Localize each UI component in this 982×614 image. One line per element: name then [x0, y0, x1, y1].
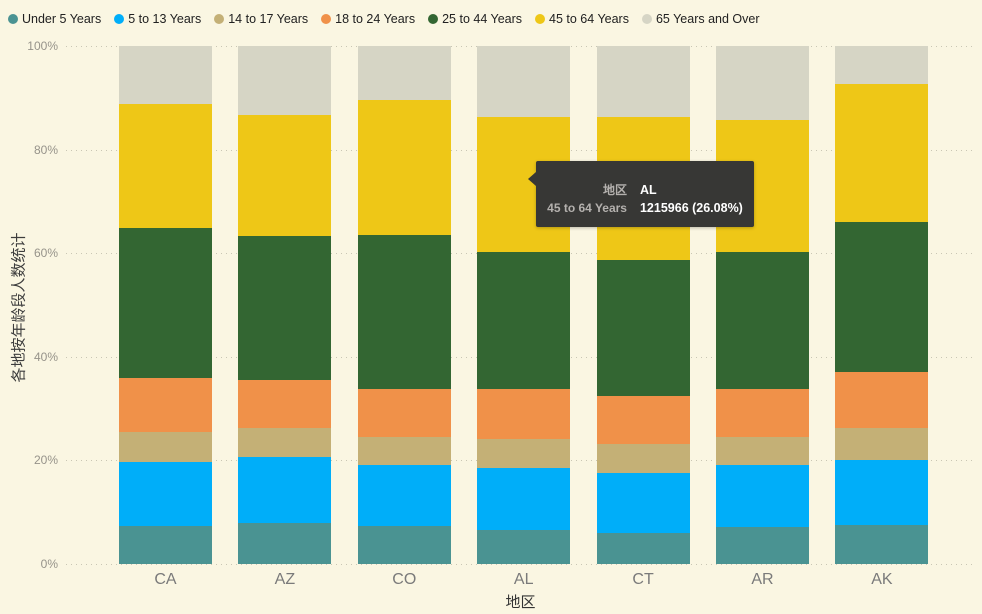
- tooltip-arrow-icon: [528, 172, 536, 186]
- legend: Under 5 Years 5 to 13 Years 14 to 17 Years…: [8, 9, 760, 29]
- bar-segment[interactable]: [238, 114, 332, 237]
- bar-segment[interactable]: [238, 379, 332, 428]
- bar-segment[interactable]: [119, 46, 212, 104]
- legend-item[interactable]: 25 to 44 Years: [428, 12, 522, 26]
- legend-dot-icon: [641, 14, 652, 24]
- bar-segment[interactable]: [596, 532, 690, 564]
- legend-dot-icon: [8, 14, 18, 24]
- y-tick-label: 20%: [33, 453, 58, 468]
- legend-item-label: 14 to 17 Years: [228, 12, 309, 26]
- legend-item[interactable]: 5 to 13 Years: [114, 12, 201, 26]
- bar-segment[interactable]: [477, 252, 571, 390]
- x-axis-label-ca: CA: [154, 571, 177, 588]
- bar-segment[interactable]: [835, 46, 929, 84]
- legend-item-label: 45 to 64 Years: [549, 12, 629, 26]
- bar-segment[interactable]: [716, 388, 809, 437]
- bar-segment[interactable]: [357, 526, 451, 564]
- bar-segment[interactable]: [477, 46, 571, 118]
- y-tick-label: 80%: [33, 142, 58, 157]
- bar-segment[interactable]: [477, 529, 571, 564]
- x-axis-title: 地区: [505, 594, 536, 611]
- tooltip-value: AL: [639, 183, 657, 197]
- legend-item[interactable]: 14 to 17 Years: [214, 12, 308, 26]
- bar-ca[interactable]: [119, 46, 212, 564]
- legend-item[interactable]: 18 to 24 Years: [321, 12, 415, 26]
- tooltip-label: 45 to 64 Years: [547, 201, 627, 215]
- bar-segment[interactable]: [835, 83, 929, 223]
- bar-al[interactable]: [477, 46, 571, 564]
- bar-ct[interactable]: [596, 46, 690, 564]
- bar-segment[interactable]: [238, 427, 332, 457]
- bar-ak[interactable]: [835, 46, 929, 564]
- tooltip-value: 1215966 (26.08%): [639, 201, 743, 215]
- bar-segment[interactable]: [357, 388, 451, 438]
- y-tick-label: 100%: [27, 39, 58, 53]
- bar-segment[interactable]: [119, 377, 212, 433]
- bar-ar[interactable]: [716, 46, 809, 564]
- bar-segment[interactable]: [477, 389, 571, 440]
- bar-segment[interactable]: [716, 436, 809, 466]
- bar-segment[interactable]: [119, 104, 212, 229]
- bar-co[interactable]: [357, 46, 451, 564]
- legend-dot-icon: [114, 14, 125, 24]
- x-axis-label-ak: AK: [871, 571, 893, 588]
- tooltip-content: 地区 AL 45 to 64 Years 1215966 (26.08%): [547, 173, 743, 215]
- bar-segment[interactable]: [835, 524, 929, 564]
- legend-item-label: Under 5 Years: [22, 12, 102, 26]
- legend-item[interactable]: 45 to 64 Years: [535, 12, 629, 26]
- bar-segment[interactable]: [835, 460, 929, 525]
- bar-segment[interactable]: [716, 527, 809, 564]
- legend-dot-icon: [535, 14, 546, 24]
- y-tick-label: 40%: [33, 349, 58, 364]
- legend-dot-icon: [428, 14, 439, 24]
- bar-segment[interactable]: [596, 472, 690, 533]
- bar-segment[interactable]: [119, 525, 212, 564]
- legend-dot-icon: [214, 14, 225, 24]
- bar-segment[interactable]: [238, 46, 332, 115]
- x-axis-label-ct: CT: [632, 571, 654, 588]
- bar-segment[interactable]: [596, 46, 690, 117]
- bar-segment[interactable]: [477, 439, 571, 469]
- bar-segment[interactable]: [835, 222, 929, 373]
- bar-segment[interactable]: [357, 99, 451, 235]
- bar-segment[interactable]: [596, 443, 690, 473]
- bar-segment[interactable]: [716, 46, 809, 120]
- y-tick-label: 60%: [33, 246, 58, 261]
- bar-segment[interactable]: [238, 522, 332, 564]
- bar-segment[interactable]: [835, 428, 929, 461]
- legend-item[interactable]: Under 5 Years: [8, 12, 101, 26]
- gridline: [66, 564, 975, 565]
- bar-segment[interactable]: [596, 395, 690, 444]
- y-axis-title: 各地按年龄段人数统计: [10, 232, 28, 383]
- bar-segment[interactable]: [716, 251, 809, 389]
- bar-az[interactable]: [238, 46, 332, 564]
- bar-segment[interactable]: [357, 46, 451, 100]
- bar-segment[interactable]: [357, 464, 451, 527]
- bar-segment[interactable]: [357, 234, 451, 389]
- bar-segment[interactable]: [119, 462, 212, 526]
- y-tick-label: 0%: [40, 557, 58, 571]
- legend-item-label: 25 to 44 Years: [442, 12, 523, 26]
- bar-segment[interactable]: [238, 236, 332, 380]
- bar-segment[interactable]: [238, 456, 332, 523]
- bar-segment[interactable]: [477, 468, 571, 530]
- bar-segment[interactable]: [596, 260, 690, 396]
- tooltip: 地区 AL 45 to 64 Years 1215966 (26.08%): [528, 161, 754, 227]
- x-axis-label-al: AL: [513, 571, 534, 588]
- bar-segment[interactable]: [835, 372, 929, 429]
- legend-item-label: 5 to 13 Years: [128, 12, 202, 26]
- legend-item[interactable]: 65 Years and Over: [641, 12, 760, 26]
- x-axis-label-ar: AR: [751, 571, 774, 588]
- x-axis-label-co: CO: [392, 571, 417, 588]
- bar-segment[interactable]: [716, 465, 809, 528]
- x-axis-label-az: AZ: [274, 571, 296, 588]
- bar-segment[interactable]: [119, 432, 212, 463]
- legend-item-label: 65 Years and Over: [655, 12, 760, 26]
- bar-segment[interactable]: [357, 437, 451, 465]
- legend-item-label: 18 to 24 Years: [335, 12, 416, 26]
- tooltip-label: 地区: [602, 183, 627, 197]
- legend-dot-icon: [321, 14, 332, 24]
- bar-segment[interactable]: [119, 228, 212, 378]
